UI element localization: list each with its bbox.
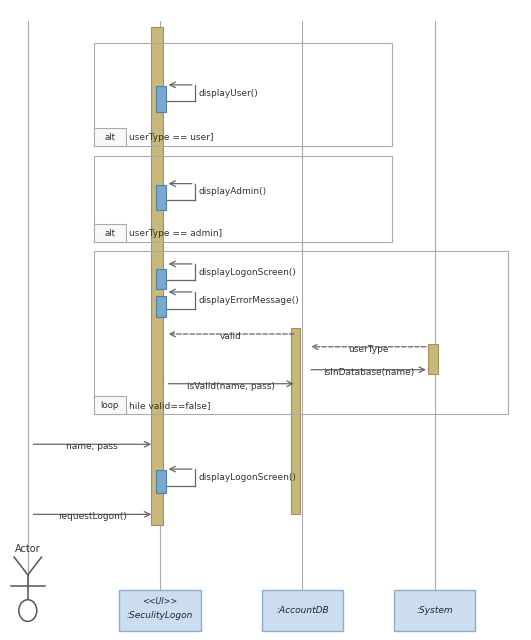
Text: displayLogonScreen(): displayLogonScreen() [199,473,297,482]
Bar [151,27,163,525]
Text: userType == user]: userType == user] [129,132,213,141]
Bar [428,344,438,374]
Text: userType: userType [348,345,389,354]
Text: <<UI>>: <<UI>> [142,596,177,605]
Bar [94,396,125,414]
Text: displayUser(): displayUser() [199,89,259,98]
Text: alt: alt [104,229,115,238]
Text: :AccountDB: :AccountDB [276,605,329,615]
Bar [94,225,125,243]
Text: requestLogon(): requestLogon() [58,513,127,522]
Text: displayAdmin(): displayAdmin() [199,188,267,196]
Bar [94,156,392,243]
Text: displayErrorMessage(): displayErrorMessage() [199,296,299,305]
Text: :System: :System [416,605,453,615]
Text: valid: valid [220,332,242,341]
Text: hile valid==false]: hile valid==false] [129,401,210,410]
Text: :SeculityLogon: :SeculityLogon [127,611,193,620]
Text: isInDatabase(name): isInDatabase(name) [323,368,414,377]
Bar [94,128,125,146]
Bar [94,43,392,146]
Bar [156,269,166,289]
Bar [94,251,509,414]
Text: displayLogonScreen(): displayLogonScreen() [199,268,297,276]
Bar [156,86,166,111]
Bar [156,185,166,211]
Bar [291,328,301,515]
Text: Actor: Actor [15,544,40,554]
Text: name, pass: name, pass [66,442,118,451]
FancyBboxPatch shape [119,589,201,631]
Text: userType == admin]: userType == admin] [129,229,222,238]
Text: alt: alt [104,132,115,141]
FancyBboxPatch shape [393,589,475,631]
Text: isValid(name, pass): isValid(name, pass) [187,381,275,391]
FancyBboxPatch shape [262,589,344,631]
Text: loop: loop [100,401,119,410]
Bar [156,296,166,317]
Bar [156,470,166,493]
